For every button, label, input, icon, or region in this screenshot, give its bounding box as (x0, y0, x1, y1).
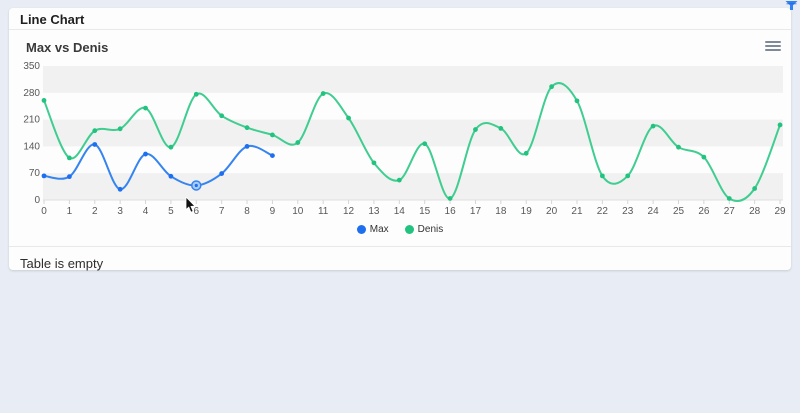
svg-text:8: 8 (244, 206, 250, 217)
svg-text:23: 23 (622, 206, 634, 217)
svg-text:1: 1 (67, 206, 73, 217)
svg-text:25: 25 (673, 206, 685, 217)
chart-title: Max vs Denis (26, 40, 109, 55)
svg-text:70: 70 (29, 168, 41, 179)
card-header: Line Chart (9, 8, 791, 30)
svg-text:5: 5 (168, 206, 174, 217)
svg-text:4: 4 (143, 206, 149, 217)
filter-funnel-icon[interactable] (785, 1, 798, 10)
legend-label: Denis (417, 223, 444, 235)
table-section: Table is empty (9, 246, 791, 271)
svg-text:2: 2 (92, 206, 98, 217)
page-title: Line Chart (20, 12, 85, 27)
hamburger-icon[interactable] (765, 39, 781, 53)
legend-label: Max (369, 223, 389, 235)
svg-text:26: 26 (698, 206, 710, 217)
svg-text:20: 20 (546, 206, 558, 217)
svg-text:28: 28 (749, 206, 761, 217)
svg-text:29: 29 (774, 206, 786, 217)
svg-text:210: 210 (23, 115, 40, 126)
svg-text:15: 15 (419, 206, 431, 217)
chart-legend: Max Denis (9, 222, 791, 236)
series-line-max (43, 143, 274, 191)
svg-text:21: 21 (571, 206, 583, 217)
svg-text:16: 16 (445, 206, 457, 217)
svg-text:13: 13 (368, 206, 380, 217)
legend-dot-icon (404, 224, 414, 234)
svg-text:14: 14 (394, 206, 406, 217)
svg-text:0: 0 (41, 206, 47, 217)
svg-text:22: 22 (597, 206, 609, 217)
svg-text:280: 280 (23, 88, 40, 99)
svg-text:27: 27 (724, 206, 736, 217)
svg-text:140: 140 (23, 141, 40, 152)
svg-text:0: 0 (34, 195, 40, 206)
legend-item-denis[interactable]: Denis (404, 223, 444, 235)
chart-card: Line Chart Max vs Denis 0 70 140 210 280 350 0… (9, 8, 791, 271)
legend-item-max[interactable]: Max (356, 223, 389, 235)
svg-text:17: 17 (470, 206, 482, 217)
svg-text:19: 19 (521, 206, 533, 217)
svg-text:6: 6 (193, 206, 199, 217)
svg-text:9: 9 (270, 206, 276, 217)
svg-text:24: 24 (648, 206, 660, 217)
svg-text:18: 18 (495, 206, 507, 217)
table-empty-text: Table is empty (20, 256, 104, 271)
svg-text:10: 10 (292, 206, 304, 217)
svg-text:11: 11 (318, 206, 329, 217)
svg-text:7: 7 (219, 206, 225, 217)
legend-dot-icon (356, 224, 366, 234)
svg-text:350: 350 (23, 61, 40, 72)
svg-text:12: 12 (343, 206, 355, 217)
svg-text:3: 3 (117, 206, 123, 217)
